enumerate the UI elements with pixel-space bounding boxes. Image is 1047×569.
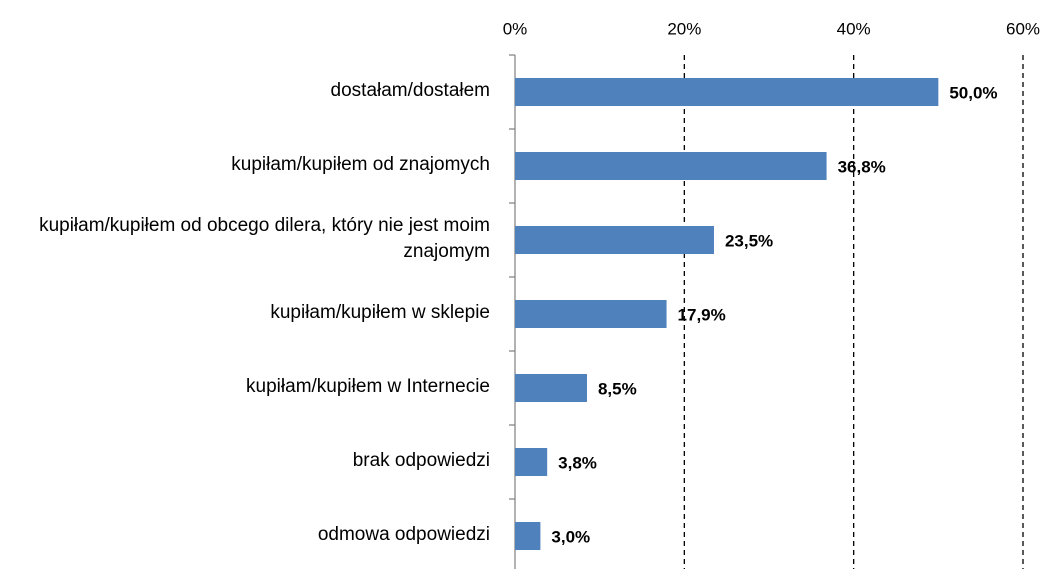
bar — [515, 374, 587, 402]
x-tick-label: 60% — [1006, 19, 1040, 38]
bar — [515, 152, 827, 180]
y-tick-label: kupiłam/kupiłem w sklepie — [270, 302, 490, 323]
y-tick-label: odmowa odpowiedzi — [317, 524, 490, 545]
bar — [515, 78, 939, 106]
bar — [515, 300, 667, 328]
data-label: 3,0% — [551, 527, 590, 546]
x-tick-label: 0% — [503, 19, 528, 38]
bar — [515, 448, 548, 476]
data-label: 3,8% — [558, 453, 597, 472]
y-tick-label: kupiłam/kupiłem od znajomych — [231, 154, 490, 175]
data-label: 8,5% — [598, 379, 637, 398]
x-tick-label: 40% — [837, 19, 871, 38]
data-label: 50,0% — [949, 83, 997, 102]
x-tick-label: 20% — [667, 19, 701, 38]
y-tick-label: brak odpowiedzi — [352, 450, 490, 471]
y-tick-label: dostałam/dostałem — [330, 80, 490, 101]
data-label: 17,9% — [678, 305, 726, 324]
y-tick-label: kupiłam/kupiłem w Internecie — [246, 376, 490, 397]
bar — [515, 522, 541, 550]
bar — [515, 226, 714, 254]
data-label: 23,5% — [725, 231, 773, 250]
data-label: 36,8% — [838, 157, 886, 176]
y-tick-label: kupiłam/kupiłem od obcego dilera, który … — [39, 215, 490, 262]
